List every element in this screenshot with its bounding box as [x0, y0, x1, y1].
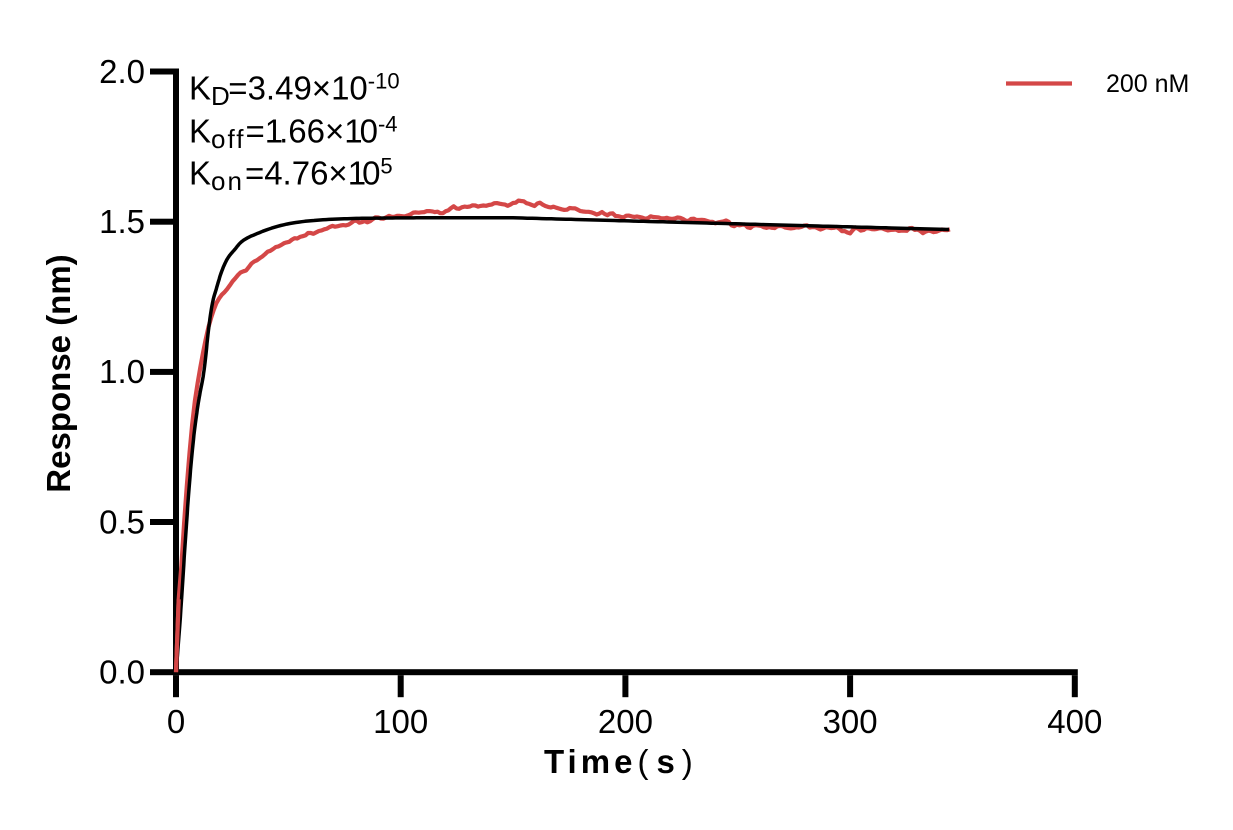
- svg-text:0: 0: [167, 703, 185, 740]
- svg-text:1.0: 1.0: [99, 353, 145, 390]
- svg-text:400: 400: [1047, 703, 1102, 740]
- svg-text:KD=3.49×10-10: KD=3.49×10-10: [189, 69, 400, 112]
- svg-text:200: 200: [598, 703, 653, 740]
- svg-text:Response (nm): Response (nm): [40, 254, 77, 492]
- svg-text:1.5: 1.5: [99, 203, 145, 240]
- svg-text:100: 100: [373, 703, 428, 740]
- svg-text:200 nM: 200 nM: [1106, 70, 1189, 98]
- svg-text:0.0: 0.0: [99, 654, 145, 691]
- svg-text:0.5: 0.5: [99, 503, 145, 540]
- svg-text:Time(s): Time(s): [544, 743, 693, 780]
- svg-text:2.0: 2.0: [99, 53, 145, 90]
- svg-text:300: 300: [823, 703, 878, 740]
